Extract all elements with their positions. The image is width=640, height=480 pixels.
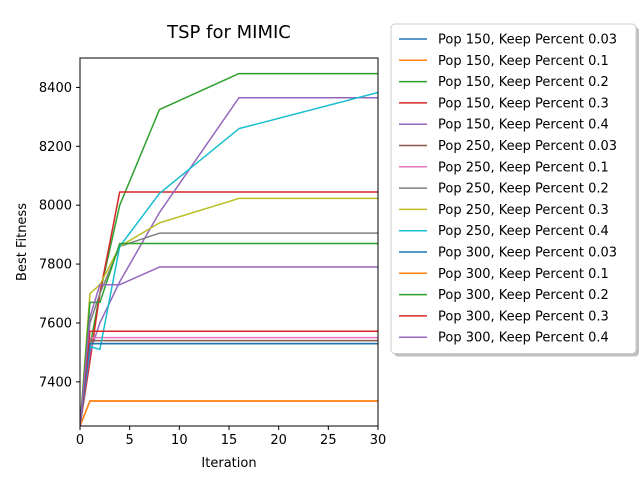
y-tick-label: 8400 (39, 81, 72, 96)
legend-label-14: Pop 300, Keep Percent 0.3 (438, 309, 609, 324)
x-axis-label: Iteration (201, 456, 256, 471)
series-line-6 (80, 339, 378, 426)
legend-label-2: Pop 150, Keep Percent 0.1 (438, 54, 609, 69)
legend-label-15: Pop 300, Keep Percent 0.4 (438, 331, 609, 346)
legend: Pop 150, Keep Percent 0.03 Pop 150, Keep … (390, 23, 639, 357)
legend-label-10: Pop 250, Keep Percent 0.4 (438, 224, 609, 239)
series-line-4 (80, 191, 378, 426)
y-tick-label: 7800 (39, 258, 72, 273)
legend-label-3: Pop 150, Keep Percent 0.2 (438, 75, 609, 90)
x-tick-label: 10 (171, 433, 188, 448)
series-line-5 (80, 96, 378, 426)
series-group (80, 72, 378, 426)
legend-label-6: Pop 250, Keep Percent 0.03 (438, 139, 617, 154)
legend-label-4: Pop 150, Keep Percent 0.3 (438, 96, 609, 111)
series-line-15 (80, 266, 378, 426)
series-line-2 (80, 400, 378, 426)
series-line-10 (80, 91, 378, 426)
x-tick-label: 15 (221, 433, 238, 448)
x-tick-label: 25 (320, 433, 337, 448)
x-tick-label: 5 (126, 433, 134, 448)
legend-label-12: Pop 300, Keep Percent 0.1 (438, 267, 609, 282)
y-tick-label: 8200 (39, 140, 72, 155)
series-line-12 (80, 400, 378, 426)
x-tick-label: 20 (270, 433, 287, 448)
legend-box (390, 23, 637, 354)
legend-label-11: Pop 300, Keep Percent 0.03 (438, 246, 617, 261)
series-line-1 (80, 342, 378, 426)
y-tick-label: 7600 (39, 316, 72, 331)
legend-label-9: Pop 250, Keep Percent 0.3 (438, 203, 609, 218)
y-tick-label: 7400 (39, 375, 72, 390)
series-line-11 (80, 342, 378, 426)
legend-label-8: Pop 250, Keep Percent 0.2 (438, 182, 609, 197)
x-tick-label: 0 (76, 433, 84, 448)
series-line-3 (80, 72, 378, 426)
series-line-8 (80, 232, 378, 426)
series-line-14 (80, 330, 378, 426)
x-tick-label: 30 (370, 433, 387, 448)
series-line-7 (80, 336, 378, 426)
legend-label-5: Pop 150, Keep Percent 0.4 (438, 118, 609, 133)
legend-label-13: Pop 300, Keep Percent 0.2 (438, 288, 609, 303)
y-tick-label: 8000 (39, 199, 72, 214)
series-line-13 (80, 242, 378, 426)
legend-label-7: Pop 250, Keep Percent 0.1 (438, 160, 609, 175)
y-axis-label: Best Fitness (15, 203, 30, 281)
legend-label-1: Pop 150, Keep Percent 0.03 (438, 33, 617, 48)
plot-area: 0 5 10 15 20 25 30 7400 7600 7800 8000 8200 8400 (39, 57, 387, 448)
chart-title: TSP for MIMIC (166, 22, 291, 43)
